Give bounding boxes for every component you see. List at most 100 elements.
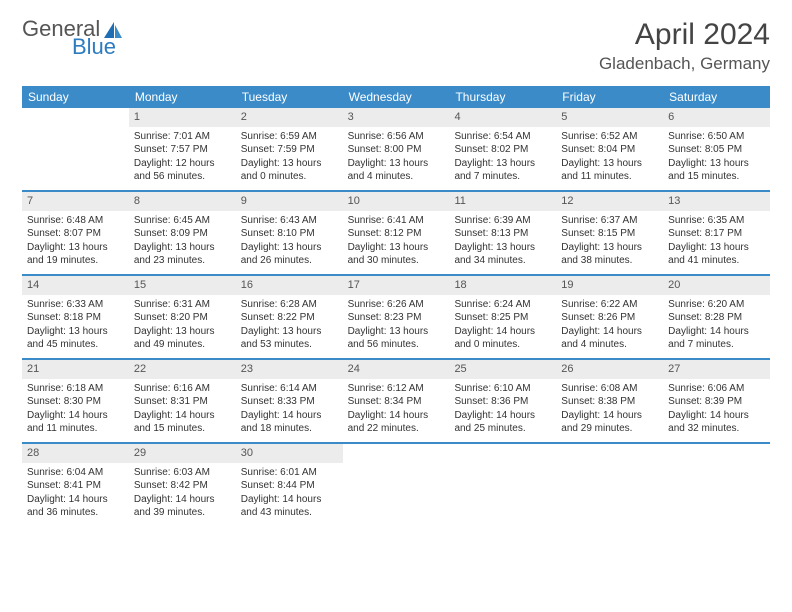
daylight-text: and 11 minutes. [561,170,658,184]
daylight-text: Daylight: 13 hours [348,157,445,171]
day-details: Sunrise: 6:12 AMSunset: 8:34 PMDaylight:… [343,379,450,440]
daylight-text: Daylight: 12 hours [134,157,231,171]
daylight-text: Daylight: 14 hours [241,409,338,423]
sunset-text: Sunset: 8:36 PM [454,395,551,409]
sunrise-text: Sunrise: 6:39 AM [454,214,551,228]
daylight-text: and 32 minutes. [668,422,765,436]
daylight-text: Daylight: 14 hours [561,409,658,423]
sunrise-text: Sunrise: 6:35 AM [668,214,765,228]
daylight-text: and 4 minutes. [561,338,658,352]
day-number: 7 [22,192,129,211]
week-row: 28Sunrise: 6:04 AMSunset: 8:41 PMDayligh… [22,444,770,526]
daylight-text: and 7 minutes. [454,170,551,184]
day-cell: 23Sunrise: 6:14 AMSunset: 8:33 PMDayligh… [236,360,343,442]
daylight-text: and 30 minutes. [348,254,445,268]
sunset-text: Sunset: 8:38 PM [561,395,658,409]
daylight-text: and 56 minutes. [134,170,231,184]
sunset-text: Sunset: 8:41 PM [27,479,124,493]
daylight-text: Daylight: 14 hours [27,493,124,507]
week-row: .1Sunrise: 7:01 AMSunset: 7:57 PMDayligh… [22,108,770,192]
day-number: 11 [449,192,556,211]
daylight-text: and 0 minutes. [454,338,551,352]
daylight-text: and 19 minutes. [27,254,124,268]
daylight-text: Daylight: 13 hours [561,241,658,255]
sunset-text: Sunset: 8:10 PM [241,227,338,241]
sunset-text: Sunset: 8:00 PM [348,143,445,157]
day-cell: 25Sunrise: 6:10 AMSunset: 8:36 PMDayligh… [449,360,556,442]
location-label: Gladenbach, Germany [599,54,770,74]
daylight-text: and 41 minutes. [668,254,765,268]
day-cell: 15Sunrise: 6:31 AMSunset: 8:20 PMDayligh… [129,276,236,358]
daylight-text: and 25 minutes. [454,422,551,436]
sunset-text: Sunset: 8:39 PM [668,395,765,409]
daylight-text: and 15 minutes. [668,170,765,184]
day-cell: 2Sunrise: 6:59 AMSunset: 7:59 PMDaylight… [236,108,343,190]
day-details: Sunrise: 6:08 AMSunset: 8:38 PMDaylight:… [556,379,663,440]
daylight-text: and 38 minutes. [561,254,658,268]
sunset-text: Sunset: 8:22 PM [241,311,338,325]
day-details: Sunrise: 6:14 AMSunset: 8:33 PMDaylight:… [236,379,343,440]
daylight-text: and 49 minutes. [134,338,231,352]
daylight-text: and 34 minutes. [454,254,551,268]
day-number: 2 [236,108,343,127]
day-number: 30 [236,444,343,463]
day-number: 20 [663,276,770,295]
daylight-text: Daylight: 14 hours [454,409,551,423]
day-details: Sunrise: 6:54 AMSunset: 8:02 PMDaylight:… [449,127,556,188]
day-cell: . [449,444,556,526]
day-number: 28 [22,444,129,463]
day-cell: 11Sunrise: 6:39 AMSunset: 8:13 PMDayligh… [449,192,556,274]
sunrise-text: Sunrise: 6:28 AM [241,298,338,312]
day-cell: 13Sunrise: 6:35 AMSunset: 8:17 PMDayligh… [663,192,770,274]
day-number: 6 [663,108,770,127]
sunset-text: Sunset: 8:31 PM [134,395,231,409]
day-cell: . [343,444,450,526]
day-cell: 29Sunrise: 6:03 AMSunset: 8:42 PMDayligh… [129,444,236,526]
sunset-text: Sunset: 8:20 PM [134,311,231,325]
day-number: 22 [129,360,236,379]
sunset-text: Sunset: 8:13 PM [454,227,551,241]
sunrise-text: Sunrise: 6:10 AM [454,382,551,396]
daylight-text: Daylight: 13 hours [134,325,231,339]
day-cell: 20Sunrise: 6:20 AMSunset: 8:28 PMDayligh… [663,276,770,358]
brand-logo: General Blue [22,18,124,58]
daylight-text: Daylight: 13 hours [134,241,231,255]
daylight-text: Daylight: 13 hours [348,241,445,255]
title-block: April 2024 Gladenbach, Germany [599,18,770,74]
weekday-header: Thursday [449,86,556,108]
sunset-text: Sunset: 7:57 PM [134,143,231,157]
day-details: Sunrise: 6:48 AMSunset: 8:07 PMDaylight:… [22,211,129,272]
day-cell: 6Sunrise: 6:50 AMSunset: 8:05 PMDaylight… [663,108,770,190]
sunrise-text: Sunrise: 6:54 AM [454,130,551,144]
day-number: 3 [343,108,450,127]
day-details: Sunrise: 6:28 AMSunset: 8:22 PMDaylight:… [236,295,343,356]
sunrise-text: Sunrise: 6:26 AM [348,298,445,312]
weekday-header: Monday [129,86,236,108]
sunrise-text: Sunrise: 6:08 AM [561,382,658,396]
day-cell: 24Sunrise: 6:12 AMSunset: 8:34 PMDayligh… [343,360,450,442]
day-number: 21 [22,360,129,379]
day-cell: 18Sunrise: 6:24 AMSunset: 8:25 PMDayligh… [449,276,556,358]
week-row: 21Sunrise: 6:18 AMSunset: 8:30 PMDayligh… [22,360,770,444]
daylight-text: Daylight: 13 hours [27,241,124,255]
day-number: 12 [556,192,663,211]
daylight-text: Daylight: 14 hours [27,409,124,423]
sunrise-text: Sunrise: 6:12 AM [348,382,445,396]
daylight-text: Daylight: 14 hours [348,409,445,423]
daylight-text: and 7 minutes. [668,338,765,352]
weekday-header: Wednesday [343,86,450,108]
day-cell: 12Sunrise: 6:37 AMSunset: 8:15 PMDayligh… [556,192,663,274]
daylight-text: and 15 minutes. [134,422,231,436]
brand-part2: Blue [72,34,116,59]
daylight-text: Daylight: 13 hours [241,157,338,171]
day-number: 29 [129,444,236,463]
day-details: Sunrise: 6:39 AMSunset: 8:13 PMDaylight:… [449,211,556,272]
day-number: 24 [343,360,450,379]
sunset-text: Sunset: 8:44 PM [241,479,338,493]
daylight-text: Daylight: 13 hours [348,325,445,339]
day-number: 17 [343,276,450,295]
day-details: Sunrise: 6:56 AMSunset: 8:00 PMDaylight:… [343,127,450,188]
daylight-text: Daylight: 13 hours [668,241,765,255]
sunset-text: Sunset: 8:17 PM [668,227,765,241]
day-number: 19 [556,276,663,295]
